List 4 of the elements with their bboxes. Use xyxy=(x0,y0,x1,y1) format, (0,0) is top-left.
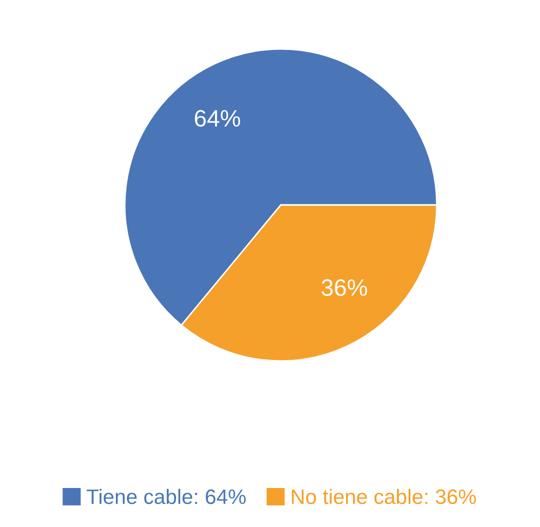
data-label: 64% xyxy=(194,110,240,127)
legend-label: Tiene cable: 64% xyxy=(86,488,246,504)
legend-label: No tiene cable: 36% xyxy=(292,488,476,504)
data-label: 36% xyxy=(322,279,368,296)
